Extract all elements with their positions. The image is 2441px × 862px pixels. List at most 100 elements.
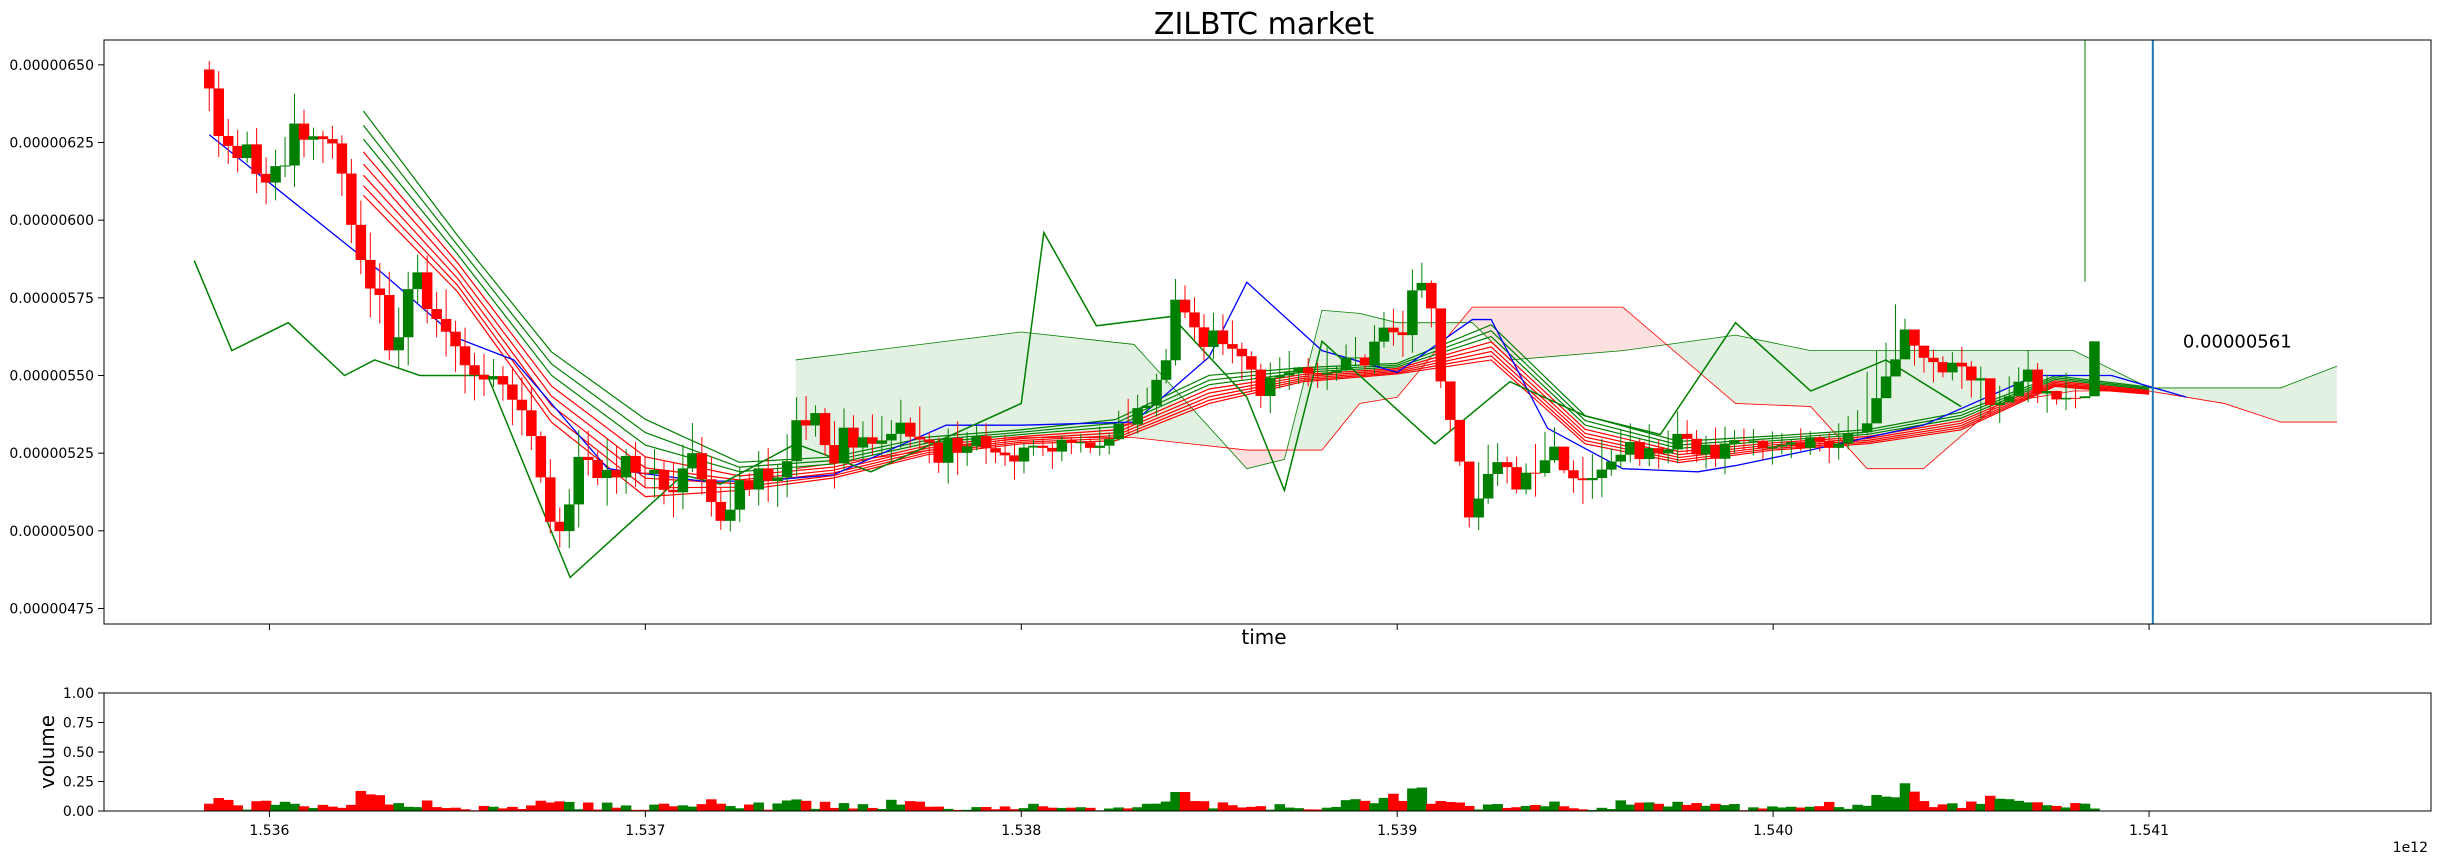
candle-body: [952, 437, 963, 453]
volume-bar: [1994, 798, 2005, 811]
volume-bar: [1587, 809, 1598, 811]
candle-body: [1653, 448, 1664, 454]
volume-bar: [639, 809, 651, 811]
candle-body: [1009, 455, 1020, 462]
candle-body: [1018, 447, 1030, 462]
volume-bar: [526, 805, 537, 811]
candle-body: [1558, 446, 1570, 471]
volume-bar: [336, 807, 348, 811]
volume-x-tick-label: 1.537: [625, 823, 665, 839]
candle-body: [1530, 472, 1541, 474]
volume-bar: [1805, 806, 1816, 811]
volume-bar: [848, 808, 859, 811]
candle-body: [1719, 443, 1731, 459]
chart-title: ZILBTC market: [1154, 7, 1374, 42]
volume-x-tick-label: 1.540: [1753, 823, 1793, 839]
candle-body: [1539, 460, 1551, 474]
volume-bar: [1350, 799, 1361, 811]
volume-bar: [402, 806, 414, 811]
candle-body: [800, 420, 812, 426]
volume-bar: [999, 806, 1011, 811]
volume-bar: [346, 804, 357, 811]
candle-body: [1047, 447, 1058, 452]
candle-body: [1606, 461, 1617, 470]
candle-body: [990, 448, 1001, 453]
volume-bar: [1947, 803, 1958, 811]
volume-bar: [923, 806, 935, 811]
candle-body: [260, 173, 272, 183]
candle-body: [2032, 369, 2043, 394]
volume-bar: [1937, 804, 1949, 811]
candle-body: [819, 413, 831, 446]
volume-bar: [753, 802, 764, 811]
candle-body: [402, 289, 414, 338]
volume-bar: [507, 806, 518, 811]
candle-body: [1103, 439, 1115, 446]
volume-x-tick-label: 1.538: [1001, 823, 1041, 839]
candle-body: [270, 166, 281, 183]
volume-bar: [2079, 803, 2091, 811]
candle-body: [876, 440, 888, 444]
volume-bar: [895, 804, 907, 811]
volume-bar: [1141, 803, 1153, 811]
candle-body: [289, 123, 300, 166]
volume-bar: [1160, 801, 1172, 811]
candle-body: [677, 468, 689, 493]
candle-body: [1085, 442, 1096, 448]
volume-bar: [1283, 807, 1295, 811]
candle-body: [668, 489, 679, 493]
volume-plot-area: 1.536 1.537 1.538 1.539 1.540 1.541 0.000.250…: [35, 686, 2432, 856]
candle-body: [1056, 439, 1068, 452]
volume-bar: [1710, 803, 1721, 811]
candle-body: [251, 144, 262, 174]
volume-bar: [308, 808, 319, 811]
volume-bar: [952, 809, 963, 811]
volume-bar: [450, 807, 461, 811]
volume-bar: [241, 809, 253, 811]
candle-body: [412, 272, 423, 290]
volume-bar: [1625, 804, 1636, 811]
candle-body: [1426, 282, 1437, 309]
cloud-bull-region: [1288, 310, 1464, 451]
candle-body: [1880, 376, 1892, 399]
price-y-tick-label: 0.00000600: [9, 213, 94, 229]
candle-body: [1918, 345, 1930, 358]
volume-bar: [516, 808, 528, 811]
volume-bar: [1189, 801, 1200, 811]
volume-bar: [478, 805, 490, 811]
candle-body: [526, 410, 537, 437]
candle-body: [450, 331, 461, 347]
candle-body: [1151, 379, 1162, 406]
volume-bar: [649, 804, 660, 811]
price-y-tick-label: 0.00000500: [9, 524, 94, 540]
volume-y-axis: 0.00 0.25 0.50 0.75 1.00: [63, 686, 104, 820]
volume-bar: [232, 805, 243, 811]
volume-x-tick-label: 1.541: [2129, 823, 2169, 839]
volume-bar: [1445, 802, 1456, 811]
candle-body: [1549, 446, 1560, 461]
candle-body: [1388, 327, 1399, 333]
candle-body: [895, 422, 907, 434]
volume-bar: [1075, 807, 1087, 811]
volume-bar: [867, 807, 878, 811]
candle-body: [1994, 402, 2005, 405]
candle-body: [298, 123, 310, 140]
volume-axis-label: volume: [35, 715, 59, 789]
candle-body: [838, 427, 850, 464]
candle-body: [1246, 356, 1257, 370]
candle-body: [2051, 391, 2062, 400]
candle-body: [1463, 461, 1475, 518]
candle-body: [1028, 445, 1039, 448]
volume-bar: [1899, 783, 1911, 811]
volume-bar: [1956, 807, 1968, 811]
volume-bar: [2070, 803, 2081, 811]
volume-bar: [1492, 804, 1503, 811]
volume-bar: [1198, 801, 1210, 811]
volume-bar: [630, 809, 641, 811]
volume-bar: [829, 807, 840, 811]
volume-bar: [1217, 802, 1229, 811]
volume-bar: [1852, 804, 1863, 811]
price-y-tick-label: 0.00000575: [9, 291, 94, 307]
volume-y-tick-label: 1.00: [63, 686, 94, 702]
candle-body: [1378, 327, 1390, 342]
